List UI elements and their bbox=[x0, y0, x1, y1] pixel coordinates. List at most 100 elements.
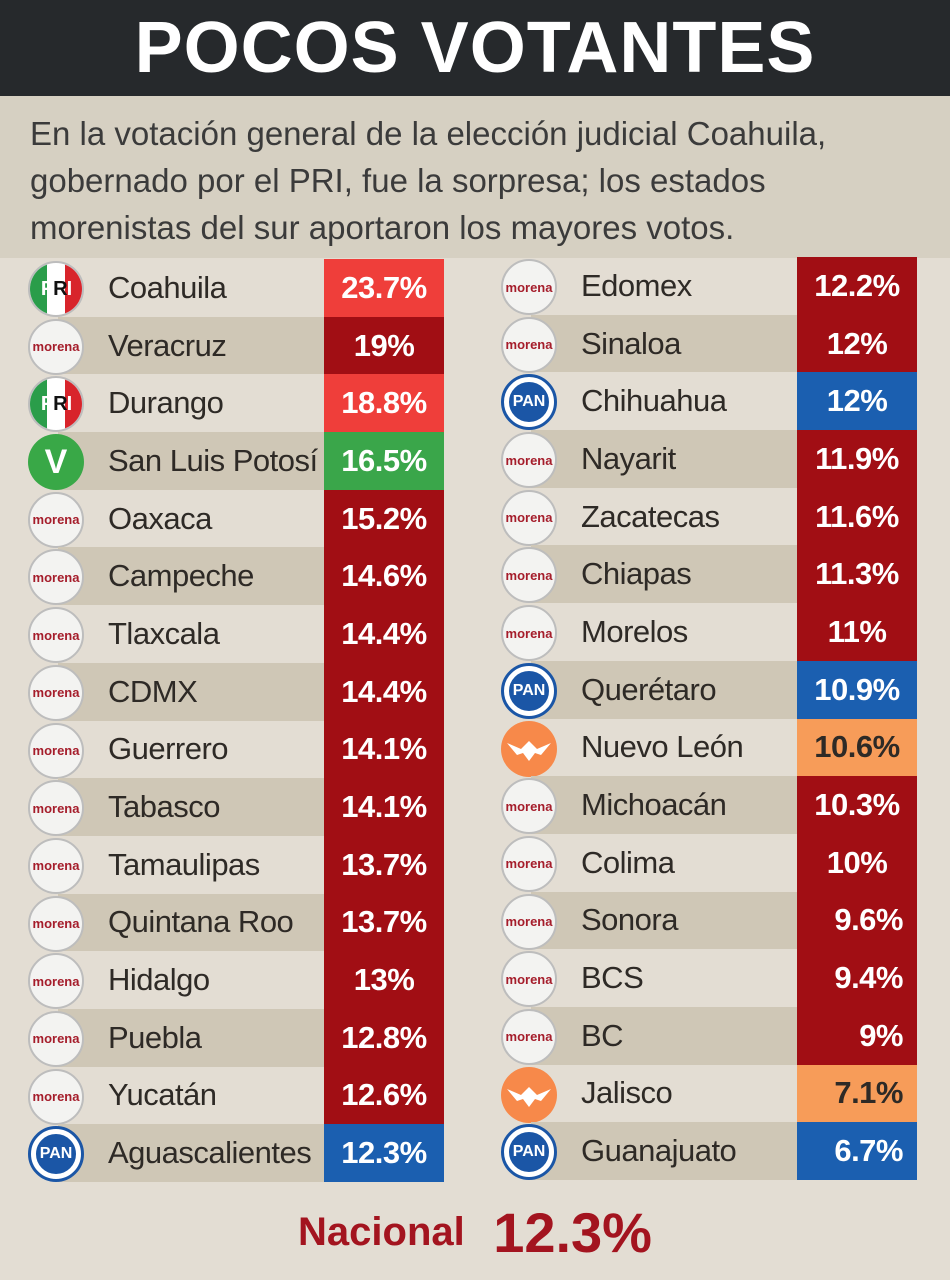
mc-logo-icon bbox=[501, 720, 557, 777]
table-row: morena Tamaulipas 13.7% bbox=[28, 835, 444, 894]
percentage-cell: 15.2% bbox=[324, 489, 444, 548]
table-row: morena Edomex 12.2% bbox=[501, 257, 917, 315]
percentage-cell: 14.1% bbox=[324, 778, 444, 836]
row-band bbox=[58, 432, 324, 490]
morena-logo-icon: morena bbox=[501, 547, 557, 604]
percentage-cell: 9.6% bbox=[797, 891, 917, 950]
percentage-cell: 19% bbox=[324, 316, 444, 375]
state-name: Colima bbox=[581, 844, 675, 880]
percentage-cell: 11.6% bbox=[797, 487, 917, 546]
table-row: Nuevo León 10.6% bbox=[501, 718, 917, 777]
morena-logo-icon: morena bbox=[28, 1010, 84, 1067]
morena-logo-icon: morena bbox=[501, 259, 557, 315]
state-name: Oaxaca bbox=[108, 500, 212, 536]
morena-logo-icon: morena bbox=[501, 893, 557, 950]
state-name: Zacatecas bbox=[581, 498, 720, 534]
row-band bbox=[58, 662, 324, 721]
percentage-cell: 13.7% bbox=[324, 893, 444, 952]
pri-logo-icon: PRI bbox=[28, 376, 84, 433]
percentage-cell: 9% bbox=[797, 1006, 917, 1065]
state-name: Durango bbox=[108, 385, 224, 421]
percentage-cell: 14.4% bbox=[324, 605, 444, 663]
morena-logo-icon: morena bbox=[28, 895, 84, 952]
state-name: Yucatán bbox=[108, 1077, 217, 1113]
morena-logo-icon: morena bbox=[501, 432, 557, 489]
state-name: Puebla bbox=[108, 1019, 202, 1055]
morena-logo-icon: morena bbox=[501, 489, 557, 546]
state-name: Querétaro bbox=[581, 671, 717, 707]
state-name: Aguascalientes bbox=[108, 1135, 312, 1171]
percentage-cell: 12% bbox=[797, 372, 917, 431]
morena-logo-icon: morena bbox=[28, 318, 84, 375]
state-name: Tabasco bbox=[108, 789, 220, 825]
mc-logo-icon bbox=[501, 1066, 557, 1123]
row-band bbox=[58, 316, 324, 375]
state-name: Michoacán bbox=[581, 787, 727, 823]
percentage-cell: 12.3% bbox=[324, 1124, 444, 1182]
state-name: Nuevo León bbox=[581, 729, 744, 765]
row-band bbox=[531, 1122, 797, 1180]
pan-logo-icon: PAN bbox=[501, 662, 557, 719]
state-name: BCS bbox=[581, 960, 644, 996]
morena-logo-icon: morena bbox=[501, 605, 557, 662]
percentage-cell: 6.7% bbox=[797, 1122, 917, 1180]
morena-logo-icon: morena bbox=[28, 953, 84, 1010]
state-name: Sonora bbox=[581, 902, 678, 938]
percentage-cell: 9.4% bbox=[797, 949, 917, 1007]
morena-logo-icon: morena bbox=[28, 664, 84, 721]
state-name: Chihuahua bbox=[581, 383, 727, 419]
state-name: Jalisco bbox=[581, 1075, 673, 1111]
state-name: Guanajuato bbox=[581, 1133, 737, 1169]
table-row: PRI Coahuila 23.7% bbox=[28, 259, 444, 317]
table-row: PAN Chihuahua 12% bbox=[501, 372, 917, 431]
percentage-cell: 14.4% bbox=[324, 662, 444, 721]
percentage-cell: 12.6% bbox=[324, 1066, 444, 1125]
table-row: V San Luis Potosí 16.5% bbox=[28, 432, 444, 491]
percentage-cell: 10.9% bbox=[797, 660, 917, 719]
percentage-cell: 13.7% bbox=[324, 835, 444, 894]
state-name: San Luis Potosí bbox=[108, 442, 318, 478]
state-name: Sinaloa bbox=[581, 325, 681, 361]
morena-logo-icon: morena bbox=[501, 316, 557, 373]
table-row: morena Zacatecas 11.6% bbox=[501, 487, 917, 546]
percentage-cell: 14.1% bbox=[324, 720, 444, 779]
state-name: BC bbox=[581, 1017, 624, 1053]
page-title: POCOS VOTANTES bbox=[0, 0, 950, 96]
state-name: Tamaulipas bbox=[108, 846, 260, 882]
table-row: PAN Aguascalientes 12.3% bbox=[28, 1124, 444, 1183]
table-row: morena Guerrero 14.1% bbox=[28, 720, 444, 779]
table-row: Jalisco 7.1% bbox=[501, 1064, 917, 1123]
state-name: Edomex bbox=[581, 267, 692, 303]
state-name: Quintana Roo bbox=[108, 904, 294, 940]
morena-logo-icon: morena bbox=[28, 722, 84, 779]
national-value: 12.3% bbox=[493, 1201, 652, 1264]
pan-logo-icon: PAN bbox=[501, 1124, 557, 1181]
row-band bbox=[531, 660, 797, 719]
table-row: morena Tlaxcala 14.4% bbox=[28, 605, 444, 664]
state-name: Morelos bbox=[581, 613, 688, 649]
table-row: morena Oaxaca 15.2% bbox=[28, 489, 444, 548]
row-band bbox=[58, 893, 324, 952]
morena-logo-icon: morena bbox=[501, 835, 557, 892]
table-row: morena BC 9% bbox=[501, 1006, 917, 1065]
table-row: morena Tabasco 14.1% bbox=[28, 778, 444, 837]
page-subtitle: En la votación general de la elección ju… bbox=[0, 96, 950, 258]
right-column: morena Edomex 12.2% morena Sinaloa 12% PAN Chih… bbox=[501, 257, 917, 1181]
state-name: Veracruz bbox=[108, 327, 227, 363]
percentage-cell: 16.5% bbox=[324, 432, 444, 490]
morena-logo-icon: morena bbox=[501, 778, 557, 835]
row-band bbox=[531, 1006, 797, 1065]
table-row: morena Michoacán 10.3% bbox=[501, 776, 917, 835]
row-band bbox=[531, 891, 797, 950]
pan-logo-icon: PAN bbox=[28, 1126, 84, 1183]
table-row: morena CDMX 14.4% bbox=[28, 662, 444, 721]
table-row: morena Puebla 12.8% bbox=[28, 1008, 444, 1067]
state-name: Guerrero bbox=[108, 731, 229, 767]
morena-logo-icon: morena bbox=[28, 1068, 84, 1125]
national-label: Nacional bbox=[298, 1210, 465, 1254]
table-row: morena Hidalgo 13% bbox=[28, 951, 444, 1010]
percentage-cell: 11.9% bbox=[797, 430, 917, 488]
morena-logo-icon: morena bbox=[501, 951, 557, 1008]
table-row: morena Quintana Roo 13.7% bbox=[28, 893, 444, 952]
table-row: morena Sinaloa 12% bbox=[501, 314, 917, 373]
